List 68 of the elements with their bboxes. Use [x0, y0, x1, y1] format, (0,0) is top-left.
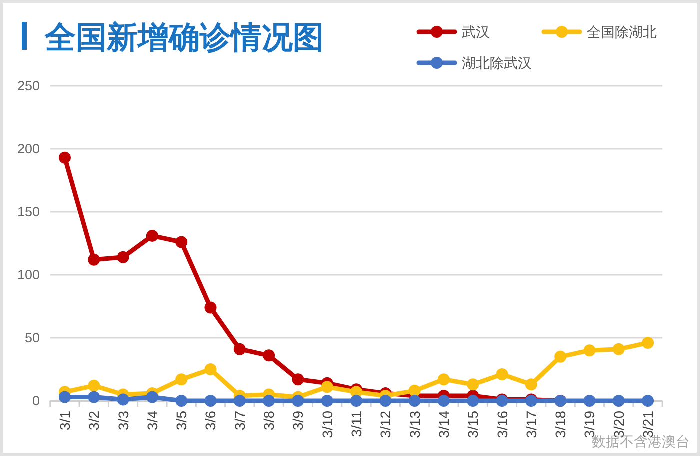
y-tick-label: 50 — [24, 330, 40, 346]
point — [438, 395, 450, 407]
point — [263, 395, 276, 407]
x-tick-label: 3/8 — [261, 410, 278, 430]
point — [88, 391, 100, 404]
point — [292, 374, 304, 386]
point — [612, 343, 625, 356]
point — [176, 236, 188, 248]
point — [642, 337, 654, 350]
point — [234, 395, 246, 407]
x-tick-label: 3/12 — [378, 410, 394, 438]
point — [408, 384, 421, 397]
point — [146, 391, 158, 404]
x-tick-label: 3/1 — [56, 410, 73, 430]
x-tick-label: 3/16 — [494, 410, 510, 438]
point — [117, 251, 130, 264]
x-tick-label: 3/2 — [86, 410, 102, 430]
point — [88, 254, 100, 266]
x-tick-label: 3/17 — [523, 410, 540, 438]
point — [438, 374, 450, 386]
point — [380, 395, 392, 407]
point — [642, 395, 654, 407]
legend-label: 湖北除武汉 — [462, 55, 532, 71]
point — [204, 395, 217, 407]
point — [117, 394, 130, 406]
point — [612, 395, 625, 407]
point — [292, 395, 304, 407]
x-tick-label: 3/5 — [174, 410, 190, 430]
point — [146, 230, 158, 242]
point — [58, 391, 71, 404]
point — [584, 395, 596, 407]
x-tick-label: 3/7 — [232, 410, 248, 430]
point — [263, 350, 276, 362]
x-tick-label: 3/15 — [465, 410, 482, 438]
x-tick-label: 3/18 — [552, 410, 569, 438]
chart-title: 全国新增确诊情况图 — [44, 20, 324, 55]
legend-label: 武汉 — [462, 24, 490, 40]
x-tick-label: 3/11 — [348, 410, 364, 438]
point — [525, 378, 538, 391]
legend-label: 全国除湖北 — [587, 24, 657, 40]
x-tick-label: 3/6 — [202, 410, 219, 430]
y-tick-label: 200 — [17, 142, 40, 156]
point — [321, 395, 334, 407]
point — [408, 395, 421, 407]
point — [58, 152, 71, 164]
point — [176, 374, 188, 386]
x-tick-label: 3/9 — [290, 410, 306, 430]
y-tick-label: 100 — [17, 268, 40, 282]
point — [496, 368, 508, 381]
point — [176, 395, 188, 407]
point — [554, 350, 567, 363]
point — [321, 381, 334, 394]
point — [204, 302, 217, 314]
point — [234, 343, 246, 356]
y-tick-label: 150 — [17, 204, 40, 220]
point — [88, 380, 100, 392]
y-tick-label: 0 — [32, 394, 40, 408]
x-tick-label: 3/3 — [115, 410, 132, 430]
point — [584, 344, 596, 357]
point — [350, 395, 362, 407]
x-tick-label: 3/4 — [144, 410, 160, 430]
x-tick-label: 3/10 — [319, 410, 336, 438]
x-tick-label: 3/14 — [436, 410, 452, 438]
point — [467, 395, 480, 407]
x-tick-label: 3/13 — [406, 410, 423, 438]
y-tick-label: 250 — [17, 78, 40, 94]
point — [467, 378, 480, 391]
point — [204, 364, 217, 376]
